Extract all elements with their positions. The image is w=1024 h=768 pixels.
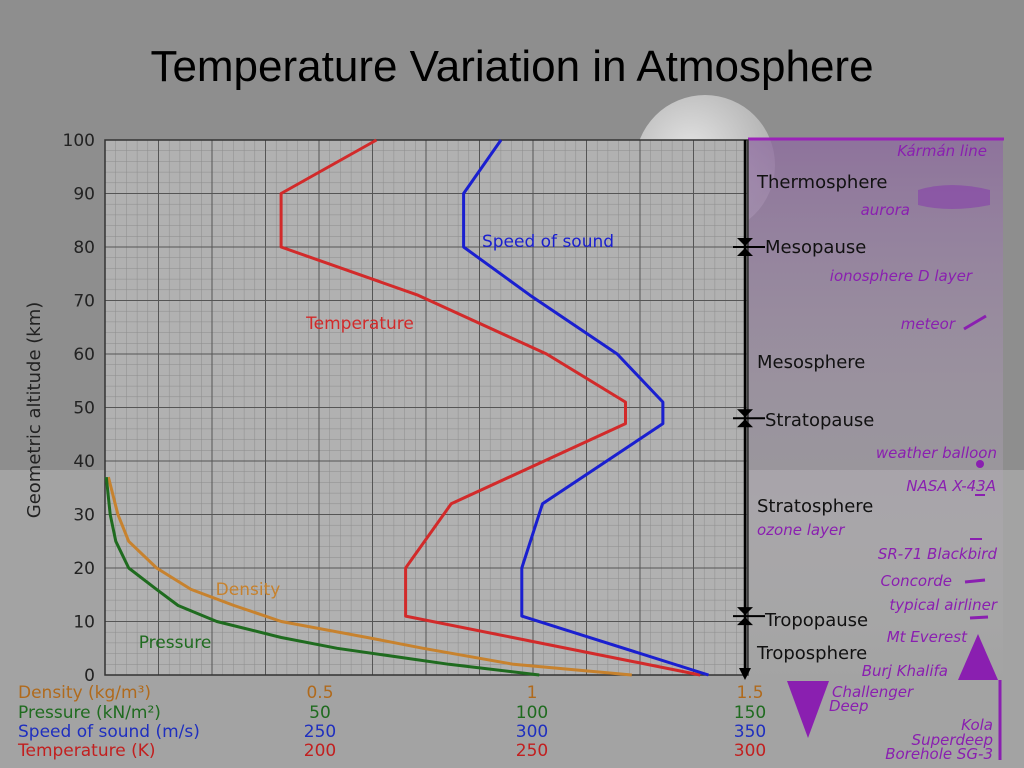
boundary-marker [737, 238, 753, 246]
layer-label-tropopause: Tropopause [764, 610, 868, 631]
layer-label-stratopause: Stratopause [765, 410, 874, 431]
layer-label-superdeep: Superdeep [912, 731, 993, 749]
boundary-marker [737, 419, 753, 428]
y-tick-label: 50 [73, 399, 95, 419]
concorde-icon [964, 578, 986, 584]
mt-everest-icon [958, 634, 998, 680]
temperature-line [279, 138, 701, 677]
y-tick-label: 100 [63, 131, 95, 151]
layer-label-nasa-x-43a: NASA X-43A [906, 477, 996, 495]
boundary-marker [737, 409, 753, 418]
speed-of-sound-series-label: Speed of sound [482, 232, 614, 252]
density-tick-label: 0.5 [306, 683, 333, 703]
speed-of-sound-line [462, 139, 709, 677]
y-tick-label: 60 [73, 345, 95, 365]
speed-of-sound-tick-label: 250 [304, 722, 336, 742]
layer-panel-background [748, 140, 1003, 680]
layer-label-weather-balloon: weather balloon [876, 444, 997, 462]
weather-balloon-icon [976, 460, 984, 468]
temperature-tick-label: 250 [516, 741, 548, 761]
layer-label-mesopause: Mesopause [765, 237, 866, 258]
layer-label-borehole-sg-3: Borehole SG-3 [885, 745, 993, 763]
layer-label-ozone-layer: ozone layer [757, 521, 845, 539]
layer-label-meteor: meteor [901, 315, 956, 333]
boundary-marker [737, 617, 753, 626]
pressure-tick-label: 150 [734, 703, 766, 723]
layer-label-sr-71-blackbird: SR-71 Blackbird [878, 545, 998, 563]
temperature-axis-name: Temperature (K) [17, 741, 156, 761]
aurora-icon [918, 185, 990, 209]
y-tick-label: 30 [73, 506, 95, 526]
pressure-tick-label: 50 [309, 703, 331, 723]
layer-label-stratosphere: Stratosphere [757, 496, 873, 517]
layer-label-deep: Deep [829, 697, 869, 715]
layer-label-mesosphere: Mesosphere [757, 352, 865, 373]
layer-label-typical-airliner: typical airliner [889, 596, 997, 614]
temperature-series-label: Temperature [305, 314, 414, 334]
y-tick-label: 90 [73, 185, 95, 205]
y-tick-label: 0 [84, 666, 95, 686]
labels-group: 0 10 20 30 40 50 60 70 80 90 100 Geometric altitude… [17, 131, 1002, 763]
temperature-tick-label: 300 [734, 741, 766, 761]
speed-of-sound-axis-name: Speed of sound (m/s) [18, 722, 200, 742]
layer-label-troposphere: Troposphere [756, 643, 867, 664]
density-axis-name: Density (kg/m³) [18, 683, 151, 703]
layer-axis-arrow [739, 668, 751, 680]
temperature-tick-label: 200 [304, 741, 336, 761]
density-tick-label: 1 [527, 683, 538, 703]
speed-of-sound-tick-label: 300 [516, 722, 548, 742]
layer-label-aurora: aurora [861, 201, 910, 219]
density-series-label: Density [216, 580, 281, 600]
pressure-tick-label: 100 [516, 703, 548, 723]
boundary-marker [737, 248, 753, 256]
layer-label-challenger: Challenger [832, 683, 914, 701]
density-tick-label: 1.5 [736, 683, 763, 703]
layer-label-thermosphere: Thermosphere [756, 172, 887, 193]
slide-title: Temperature Variation in Atmosphere [150, 42, 874, 91]
grid [104, 139, 749, 676]
layer-label-concorde: Concorde [881, 572, 953, 590]
speed-of-sound-tick-label: 350 [734, 722, 766, 742]
plot-frame [104, 139, 749, 676]
meteor-icon [963, 314, 987, 331]
pressure-series-label: Pressure [139, 633, 212, 653]
layer-label-k-rm-n-line: Kármán line [897, 142, 987, 160]
challenger-deep-icon [787, 681, 829, 738]
y-tick-label: 70 [73, 292, 95, 312]
layer-label-burj-khalifa: Burj Khalifa [862, 662, 948, 680]
density-line [106, 476, 632, 677]
y-tick-label: 80 [73, 238, 95, 258]
layer-label-kola: Kola [961, 716, 993, 734]
layer-label-ionosphere-d-layer: ionosphere D layer [830, 267, 973, 285]
boundary-marker [737, 607, 753, 616]
y-axis-label: Geometric altitude (km) [24, 302, 45, 519]
y-tick-label: 40 [73, 452, 95, 472]
series-group [104, 138, 709, 677]
pressure-line [104, 476, 540, 677]
airliner-icon [969, 615, 989, 620]
layer-label-mt-everest: Mt Everest [887, 628, 968, 646]
pressure-axis-name: Pressure (kN/m²) [18, 703, 161, 723]
y-tick-label: 20 [73, 559, 95, 579]
y-tick-label: 10 [73, 613, 95, 633]
